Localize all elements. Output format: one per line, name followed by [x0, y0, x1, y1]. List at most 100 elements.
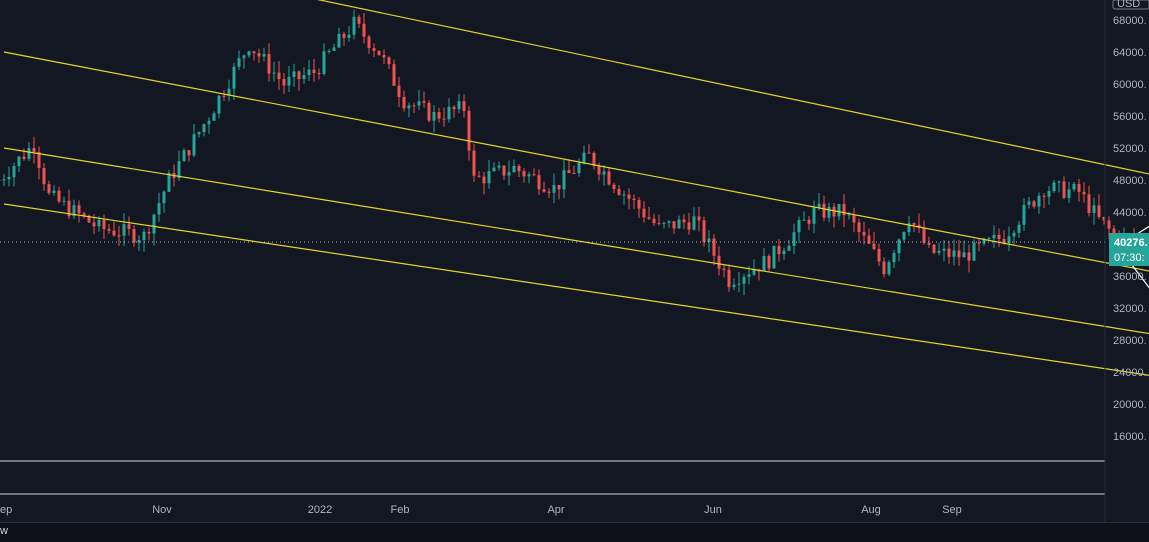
candle-body — [687, 222, 691, 230]
candle-body — [137, 240, 141, 243]
candle-body — [542, 189, 546, 192]
candle-body — [37, 151, 41, 169]
candle-body — [352, 16, 356, 35]
candle-body — [122, 224, 126, 236]
countdown-label: 07:30: — [1114, 252, 1145, 264]
candle-body — [672, 221, 676, 229]
projection-path[interactable] — [1133, 144, 1149, 237]
candle-body — [372, 48, 376, 51]
time-axis[interactable]: ep Nov 2022 Feb Apr Jun Aug Sep — [0, 504, 962, 516]
candle-body — [832, 206, 836, 217]
candle-body — [792, 232, 796, 246]
candle-body — [387, 57, 391, 65]
candle-body — [1087, 194, 1091, 214]
candle-body — [872, 243, 876, 249]
channel-line[interactable] — [3, 51, 1149, 468]
candle-body — [587, 152, 591, 154]
time-tick-label: Nov — [152, 504, 172, 516]
candle-body — [1102, 216, 1106, 221]
candle-body — [27, 148, 31, 159]
candle-body — [52, 190, 56, 193]
candle-body — [202, 124, 206, 133]
candle-body — [462, 101, 466, 111]
candle-body — [1057, 181, 1061, 183]
candle-body — [92, 222, 96, 227]
candle-body — [347, 34, 351, 38]
candle-body — [817, 203, 821, 208]
candle-body — [57, 190, 61, 202]
candle-body — [407, 105, 411, 109]
candle-body — [632, 198, 636, 200]
candle-body — [572, 173, 576, 175]
candle-body — [417, 101, 421, 106]
candle-body — [867, 235, 871, 244]
projection-paths-layer[interactable] — [1118, 144, 1149, 440]
candle-body — [1047, 191, 1051, 197]
toolbar-label[interactable]: w — [0, 525, 8, 537]
candle-body — [962, 252, 966, 258]
candle-body — [77, 205, 81, 214]
channel-line[interactable] — [34, 0, 1149, 432]
time-tick-label: Feb — [391, 504, 410, 516]
candle-body — [287, 76, 291, 86]
candle-body — [822, 203, 826, 218]
candle-body — [1052, 182, 1056, 192]
candle-body — [367, 36, 371, 49]
candle-body — [727, 269, 731, 288]
price-chart[interactable]: USD 68000. 64000. 60000. 56000. 52000. 48000.… — [0, 0, 1149, 522]
candle-body — [297, 71, 301, 80]
candle-body — [627, 194, 631, 199]
candle-body — [937, 250, 941, 253]
candle-body — [457, 101, 461, 110]
candle-body — [1072, 184, 1076, 190]
candle-body — [0, 180, 1, 181]
candle-body — [127, 224, 131, 229]
candle-body — [582, 152, 586, 163]
candle-body — [567, 170, 571, 174]
channel-lines-layer[interactable] — [3, 0, 1149, 468]
candle-body — [702, 220, 706, 242]
candle-body — [252, 51, 256, 54]
candle-body — [237, 58, 241, 67]
candle-body — [692, 216, 696, 230]
candle-body — [987, 238, 991, 240]
candle-body — [212, 113, 216, 121]
candle-body — [972, 242, 976, 261]
candle-body — [22, 156, 26, 159]
time-tick-label: Jun — [704, 504, 722, 516]
candle-body — [1027, 201, 1031, 205]
candle-body — [642, 208, 646, 218]
candle-body — [532, 174, 536, 176]
candle-body — [337, 33, 341, 48]
price-tick-label: 36000. — [1113, 271, 1147, 283]
candle-body — [637, 199, 641, 209]
candle-body — [957, 250, 961, 258]
candle-body — [327, 50, 331, 52]
price-tick-label: 32000. — [1113, 303, 1147, 315]
currency-badge[interactable] — [1112, 0, 1149, 10]
price-axis[interactable]: USD 68000. 64000. 60000. 56000. 52000. 48000.… — [1112, 0, 1149, 443]
candle-body — [827, 206, 831, 218]
candle-body — [997, 234, 1001, 240]
candle-body — [107, 228, 111, 231]
candle-body — [392, 64, 396, 86]
channel-line[interactable] — [3, 147, 1149, 468]
candle-body — [717, 255, 721, 269]
candle-body — [242, 55, 246, 59]
channel-line[interactable] — [3, 203, 1149, 468]
candle-body — [152, 214, 156, 234]
candle-body — [492, 167, 496, 172]
candle-body — [427, 102, 431, 121]
candle-body — [377, 50, 381, 55]
candle-body — [157, 203, 161, 215]
candle-body — [422, 101, 426, 103]
candle-body — [1022, 204, 1026, 225]
candle-body — [912, 223, 916, 225]
candle-body — [207, 120, 211, 125]
candle-body — [257, 53, 261, 57]
candle-body — [502, 165, 506, 176]
candle-body — [752, 269, 756, 275]
candle-body — [477, 175, 481, 177]
candle-body — [1032, 201, 1036, 207]
